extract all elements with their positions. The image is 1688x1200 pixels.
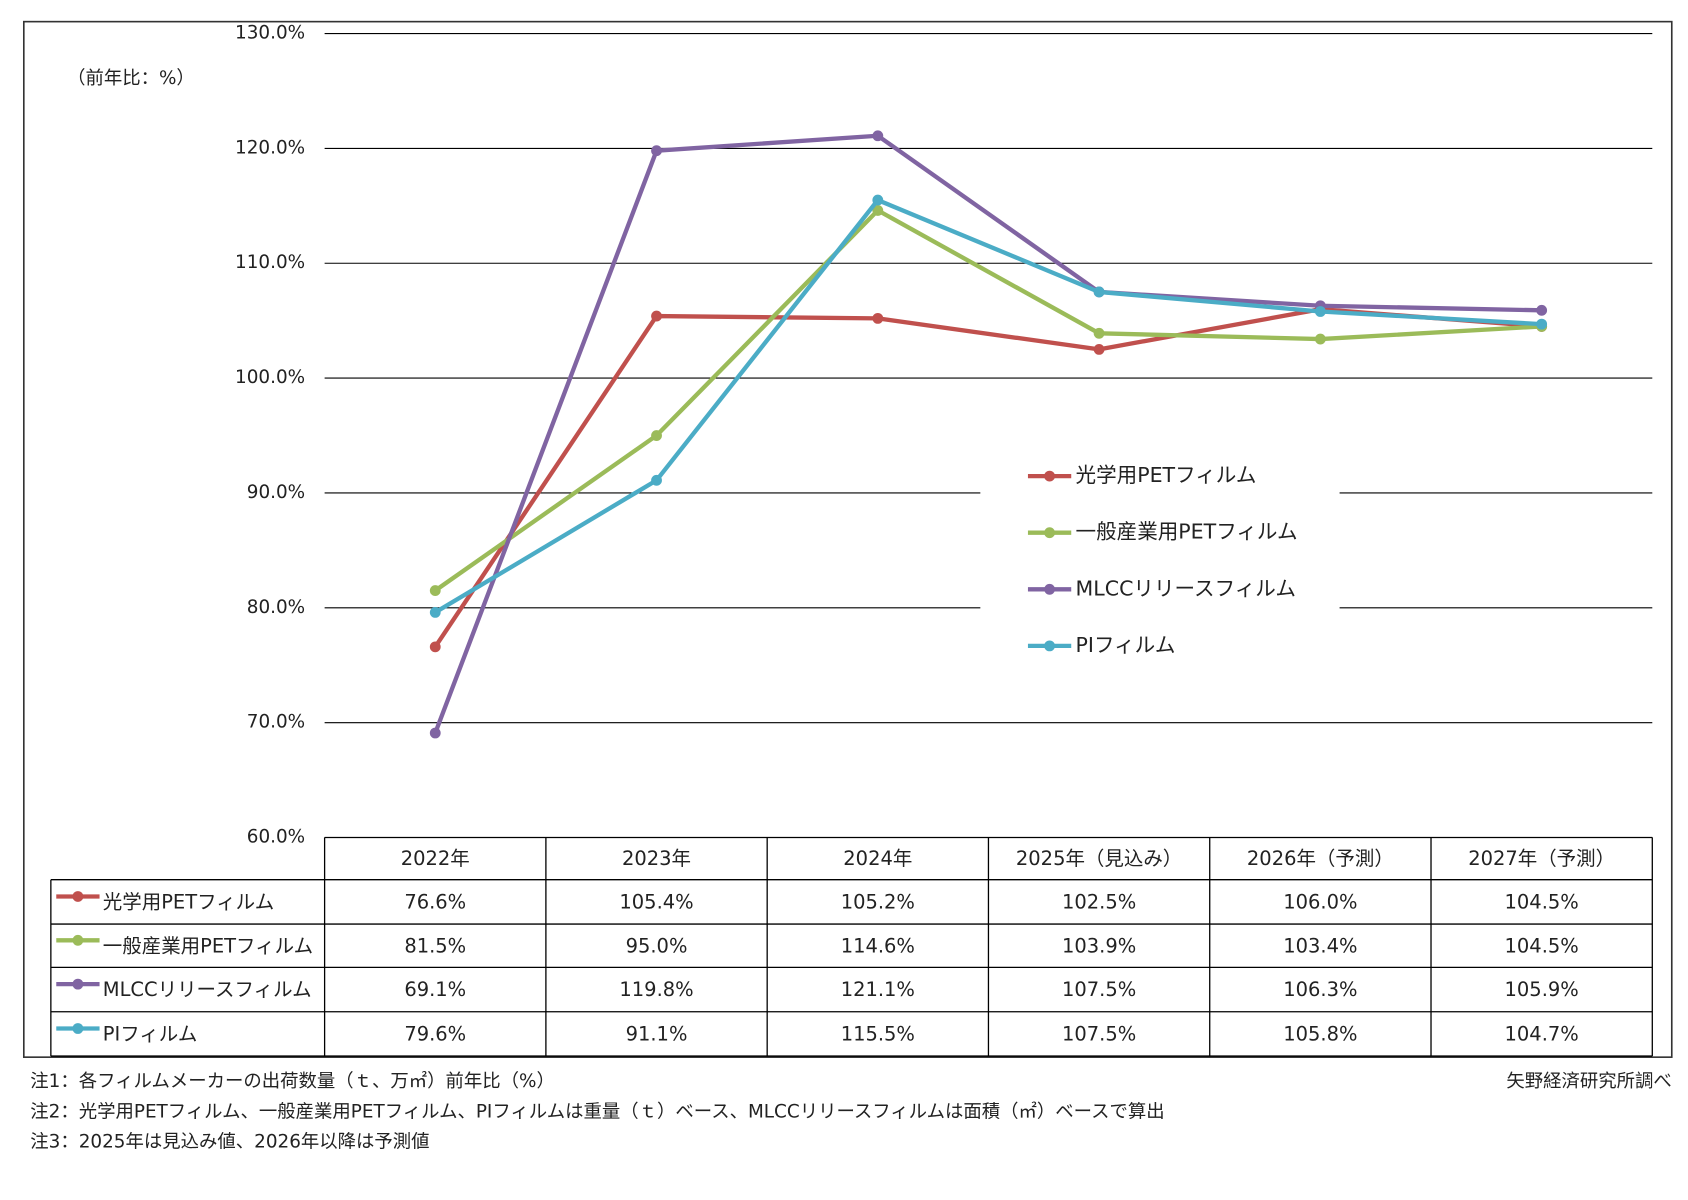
table-header: 2022年 xyxy=(401,847,470,870)
table-swatch-dot xyxy=(72,934,84,946)
data-point xyxy=(651,474,662,486)
legend-swatch-dot xyxy=(1044,583,1055,595)
data-point xyxy=(1536,304,1548,316)
table-row-label: 一般産業用PETフィルム xyxy=(103,934,313,957)
table-cell: 102.5% xyxy=(1062,890,1136,913)
data-point xyxy=(872,205,884,216)
data-point xyxy=(429,641,441,653)
table-cell: 69.1% xyxy=(404,978,466,1001)
data-point xyxy=(1314,306,1326,317)
data-point xyxy=(1093,327,1105,339)
table-swatch-dot xyxy=(72,978,84,990)
data-point xyxy=(872,312,884,324)
table-row-label: PIフィルム xyxy=(103,1022,198,1045)
table-cell: 95.0% xyxy=(626,934,688,957)
note: 注1：各フィルムメーカーの出荷数量（ｔ、万㎡）前年比（%） xyxy=(30,1070,555,1092)
table-cell: 106.0% xyxy=(1283,890,1357,913)
source: 矢野経済研究所調べ xyxy=(1506,1071,1671,1092)
table-swatch-dot xyxy=(72,891,84,902)
table-cell: 105.4% xyxy=(619,890,693,913)
data-point xyxy=(1314,333,1326,345)
table-cell: 106.3% xyxy=(1283,978,1357,1001)
table-cell: 103.9% xyxy=(1062,934,1136,957)
table-swatch-dot xyxy=(72,1023,84,1034)
table-cell: 105.9% xyxy=(1505,978,1579,1001)
table-cell: 91.1% xyxy=(626,1022,688,1045)
y-tick-label: 60.0% xyxy=(247,827,305,848)
table-row-label: 光学用PETフィルム xyxy=(103,890,274,913)
table-cell: 103.4% xyxy=(1283,934,1357,957)
table-cell: 104.5% xyxy=(1505,934,1579,957)
y-tick-label: 80.0% xyxy=(247,597,305,618)
data-point xyxy=(651,310,662,322)
table-header: 2026年（予測） xyxy=(1247,847,1394,870)
y-tick-label: 70.0% xyxy=(247,712,305,733)
y-tick-label: 110.0% xyxy=(235,252,305,273)
legend-label: 光学用PETフィルム xyxy=(1076,463,1257,487)
table-cell: 76.6% xyxy=(404,890,466,913)
y-tick-label: 120.0% xyxy=(235,137,305,158)
table-cell: 105.8% xyxy=(1283,1022,1357,1045)
data-point xyxy=(651,145,662,157)
note: 注3：2025年は見込み値、2026年以降は予測値 xyxy=(30,1132,429,1153)
legend-background xyxy=(980,447,1340,674)
series-line xyxy=(433,133,1542,734)
data-point xyxy=(872,130,884,142)
table-cell: 121.1% xyxy=(841,978,915,1001)
table-cell: 81.5% xyxy=(404,934,466,957)
table-row-label: MLCCリリースフィルム xyxy=(103,978,312,1001)
table-cell: 114.6% xyxy=(841,934,915,957)
data-point xyxy=(872,194,884,206)
note: 注2：光学用PETフィルム、一般産業用PETフィルム、PIフィルムは重量（ｔ）ベ… xyxy=(30,1100,1164,1122)
table-cell: 107.5% xyxy=(1062,1022,1136,1045)
series-line xyxy=(434,208,1542,593)
data-point xyxy=(1093,286,1105,298)
data-point xyxy=(429,727,441,739)
data-point xyxy=(651,430,662,441)
y-tick-label: 130.0% xyxy=(235,23,305,44)
y-tick-label: 100.0% xyxy=(235,367,305,388)
y-tick-label: 90.0% xyxy=(247,482,305,503)
data-point xyxy=(1536,318,1548,330)
chart-frame xyxy=(22,20,1673,1058)
table-cell: 115.5% xyxy=(841,1022,915,1045)
table-cell: 104.7% xyxy=(1505,1022,1579,1045)
legend-label: PIフィルム xyxy=(1076,633,1176,657)
data-point xyxy=(429,585,441,596)
table-header: 2027年（予測） xyxy=(1468,847,1615,870)
table-cell: 79.6% xyxy=(404,1022,466,1045)
data-point xyxy=(429,606,441,618)
table-header: 2025年（見込み） xyxy=(1016,847,1182,870)
legend-swatch-dot xyxy=(1044,527,1055,539)
legend-label: MLCCリリースフィルム xyxy=(1076,576,1296,600)
legend-label: 一般産業用PETフィルム xyxy=(1076,520,1298,544)
table-cell: 105.2% xyxy=(841,890,915,913)
table-cell: 119.8% xyxy=(619,978,693,1001)
series-line xyxy=(434,197,1542,615)
y-axis-label: （前年比：%） xyxy=(67,68,195,89)
legend-swatch-dot xyxy=(1044,640,1055,652)
table-cell: 107.5% xyxy=(1062,978,1136,1001)
table-header: 2024年 xyxy=(843,847,912,870)
table-header: 2023年 xyxy=(622,847,691,870)
data-point xyxy=(1093,343,1105,355)
legend-swatch-dot xyxy=(1044,470,1055,482)
table-cell: 104.5% xyxy=(1505,890,1579,913)
